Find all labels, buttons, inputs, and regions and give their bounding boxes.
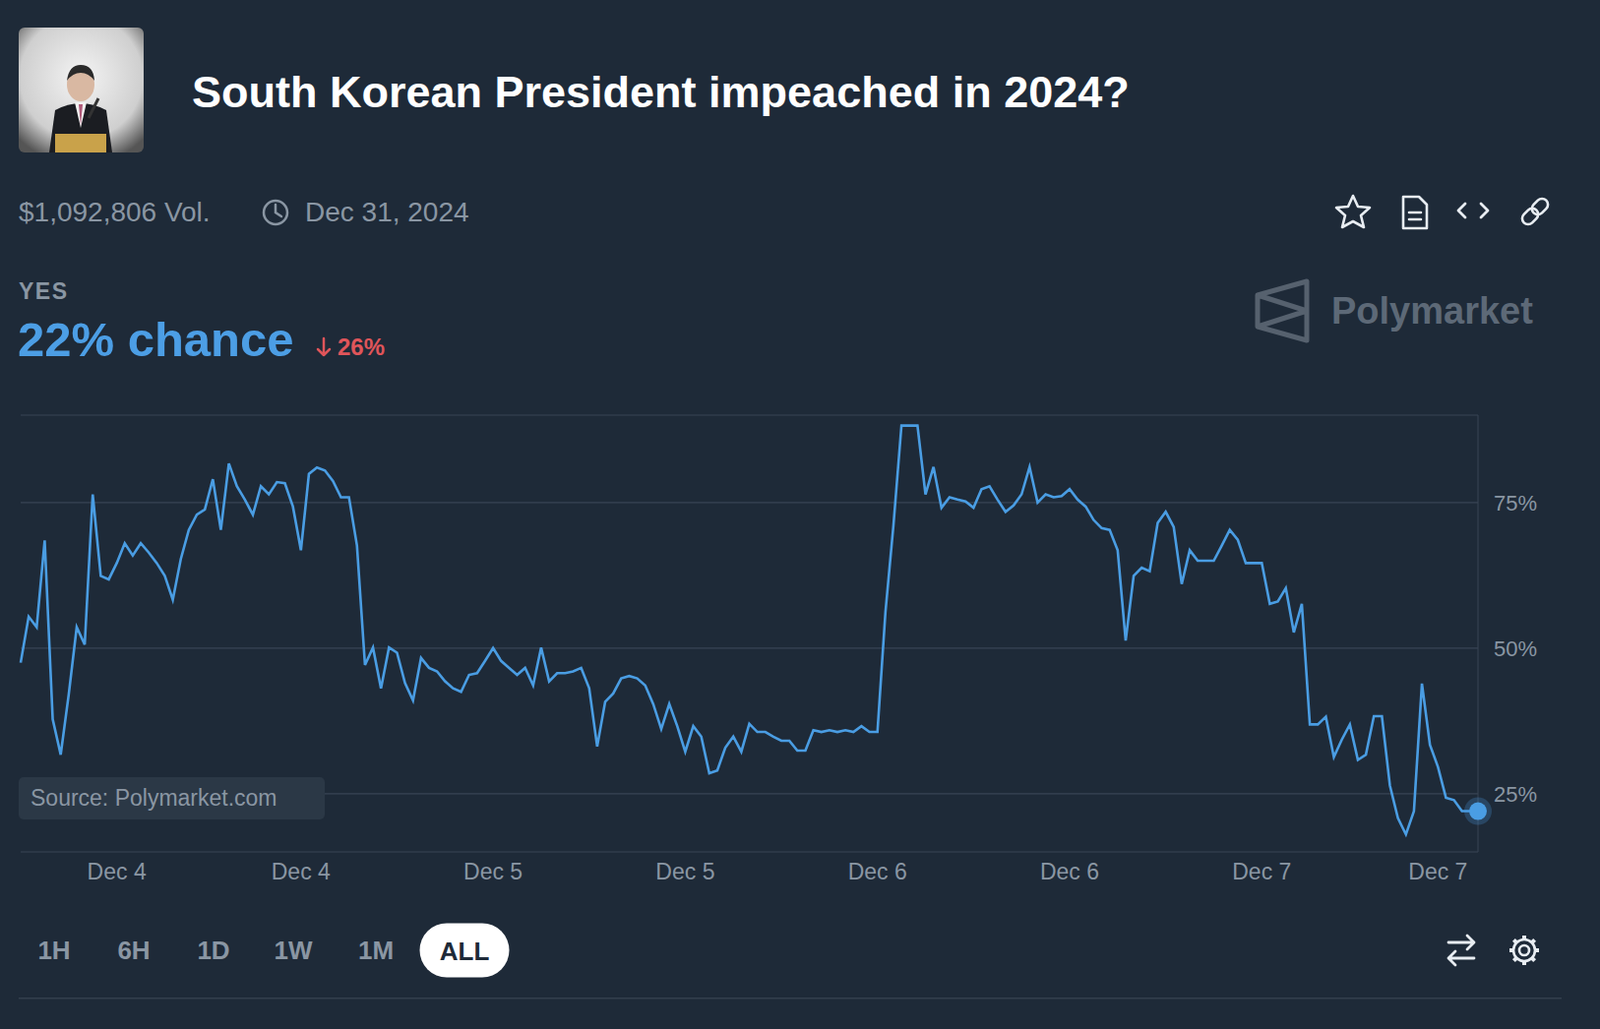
svg-text:Dec 7: Dec 7 xyxy=(1408,859,1468,885)
html-text:1H: 1H xyxy=(37,935,71,966)
html-text:6H: 6H xyxy=(117,935,151,966)
svg-text:75%: 75% xyxy=(1493,491,1538,516)
html-text:Source: Polymarket.com: Source: Polymarket.com xyxy=(30,785,277,811)
html-text:22% chance: 22% chance xyxy=(17,312,294,367)
html-text:$1,092,806 Vol.: $1,092,806 Vol. xyxy=(18,196,211,228)
html-text:Dec 31, 2024: Dec 31, 2024 xyxy=(305,196,469,228)
svg-text:50%: 50% xyxy=(1493,636,1538,662)
svg-text:Dec 5: Dec 5 xyxy=(655,859,715,885)
svg-text:Dec 7: Dec 7 xyxy=(1231,859,1292,885)
svg-text:Dec 4: Dec 4 xyxy=(87,859,147,885)
html-text:South Korean President impeach: South Korean President impeached in 2024… xyxy=(191,66,1130,118)
html-text:1D: 1D xyxy=(197,935,230,966)
html-text:Polymarket: Polymarket xyxy=(1331,290,1533,332)
html-text:26%: 26% xyxy=(337,333,385,361)
svg-text:Dec 6: Dec 6 xyxy=(1040,859,1100,885)
html-text:1W: 1W xyxy=(274,935,313,966)
svg-text:25%: 25% xyxy=(1493,782,1538,807)
svg-text:Dec 6: Dec 6 xyxy=(848,859,908,885)
html-text:1M: 1M xyxy=(358,935,394,966)
html-text:ALL: ALL xyxy=(439,935,490,966)
svg-text:Dec 5: Dec 5 xyxy=(463,859,523,885)
html-text:YES: YES xyxy=(18,278,69,305)
svg-text:Dec 4: Dec 4 xyxy=(271,859,331,885)
